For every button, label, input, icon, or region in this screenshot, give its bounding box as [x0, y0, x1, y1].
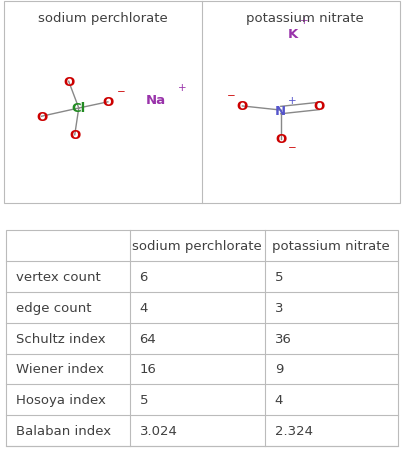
- Text: Cl: Cl: [72, 102, 86, 115]
- Text: 6: 6: [140, 270, 148, 283]
- Text: 9: 9: [275, 363, 283, 376]
- Text: Wiener index: Wiener index: [16, 363, 104, 376]
- Text: 4: 4: [140, 301, 148, 314]
- Text: 5: 5: [275, 270, 283, 283]
- Text: 64: 64: [140, 332, 156, 345]
- Text: potassium nitrate: potassium nitrate: [272, 239, 390, 252]
- Text: Schultz index: Schultz index: [16, 332, 106, 345]
- Text: 36: 36: [275, 332, 292, 345]
- Text: O: O: [69, 129, 80, 142]
- Text: O: O: [314, 100, 325, 113]
- Text: O: O: [237, 100, 248, 113]
- Text: O: O: [102, 96, 114, 109]
- Text: K: K: [288, 28, 298, 41]
- Text: −: −: [288, 143, 297, 153]
- Text: N: N: [275, 104, 286, 117]
- Text: O: O: [275, 133, 286, 146]
- Text: 3: 3: [275, 301, 283, 314]
- Text: +: +: [177, 83, 186, 93]
- Text: edge count: edge count: [16, 301, 92, 314]
- Text: −: −: [227, 91, 236, 101]
- Text: 4: 4: [275, 394, 283, 406]
- Text: 5: 5: [140, 394, 148, 406]
- Text: −: −: [116, 86, 125, 97]
- Text: O: O: [36, 110, 47, 124]
- Text: +: +: [299, 15, 308, 26]
- Text: Hosoya index: Hosoya index: [16, 394, 106, 406]
- Text: sodium perchlorate: sodium perchlorate: [132, 239, 262, 252]
- Text: 2.324: 2.324: [275, 424, 313, 437]
- Text: sodium perchlorate: sodium perchlorate: [38, 12, 168, 25]
- Text: 16: 16: [140, 363, 156, 376]
- Text: 3.024: 3.024: [140, 424, 177, 437]
- Text: Na: Na: [145, 94, 166, 107]
- Text: Balaban index: Balaban index: [16, 424, 111, 437]
- Text: vertex count: vertex count: [16, 270, 101, 283]
- Text: +: +: [288, 96, 297, 106]
- Text: O: O: [63, 76, 74, 88]
- Text: potassium nitrate: potassium nitrate: [246, 12, 364, 25]
